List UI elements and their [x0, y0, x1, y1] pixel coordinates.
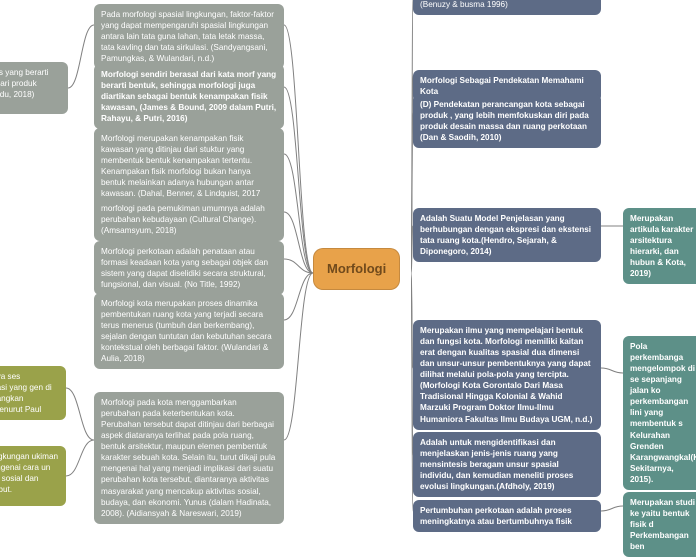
node-col2-5[interactable]: Morfologi perkotaan adalah penataan atau…	[94, 241, 284, 295]
connector	[601, 506, 623, 511]
node-text: Pada morfologi spasial lingkungan, fakto…	[101, 10, 274, 63]
node-col3-4[interactable]: Merupakan ilmu yang mempelajari bentuk d…	[413, 320, 601, 430]
node-text: Pola perkembanga mengelompok di se sepan…	[630, 342, 696, 484]
connector	[66, 388, 94, 440]
node-text: Merupakan studi ke yaitu bentuk fisik d …	[630, 498, 695, 551]
node-col3-6[interactable]: Pertumbuhan perkotaan adalah proses meni…	[413, 500, 601, 532]
node-text: Merupakan ilmu yang mempelajari bentuk d…	[420, 326, 592, 424]
node-text: Morfologi kota merupakan proses dinamika…	[101, 299, 272, 363]
node-col3-2[interactable]: (D) Pendekatan perancangan kota sebagai …	[413, 94, 601, 148]
node-text: Morfologi perkotaan adalah penataan atau…	[101, 247, 268, 289]
node-text: Morfologi pada kota menggambarkan peruba…	[101, 398, 275, 518]
node-col4-1[interactable]: Merupakan artikula karakter arsitektura …	[623, 208, 696, 284]
node-far-left-top[interactable]: ta yaitu morf os yang berarti orfologi k…	[0, 62, 68, 114]
node-far-left-mid[interactable]: es terbentuknya ses terbentuknya asi yan…	[0, 366, 66, 420]
node-col3-3[interactable]: Adalah Suatu Model Penjelasan yang berhu…	[413, 208, 601, 262]
node-text: (D) Pendekatan perancangan kota sebagai …	[420, 100, 589, 142]
node-text: es terbentuknya ses terbentuknya asi yan…	[0, 372, 52, 414]
connector	[284, 273, 313, 320]
node-col4-2[interactable]: Pola perkembanga mengelompok di se sepan…	[623, 336, 696, 490]
node-col3-0[interactable]: (Benuzy & busma 1996)	[413, 0, 601, 15]
node-text: Morfologi sendiri berasal dari kata morf…	[101, 70, 276, 123]
connector	[601, 368, 623, 373]
connector	[66, 440, 94, 476]
node-text: morfologi pada pemukiman umumnya adalah …	[101, 204, 265, 235]
connector	[284, 273, 313, 440]
connector	[284, 212, 313, 273]
node-col4-3[interactable]: Merupakan studi ke yaitu bentuk fisik d …	[623, 492, 696, 557]
center-label: Morfologi	[327, 261, 386, 276]
node-text: ta yaitu morf os yang berarti orfologi k…	[0, 68, 48, 99]
node-text: Merupakan artikula karakter arsitektura …	[630, 214, 693, 278]
connector	[284, 154, 313, 273]
node-text: Adalah untuk mengidentifikasi dan menjel…	[420, 438, 573, 491]
node-text: Pertumbuhan perkotaan adalah proses meni…	[420, 506, 572, 526]
node-text: (Benuzy & busma 1996)	[420, 0, 508, 9]
node-text: Adalah Suatu Model Penjelasan yang berhu…	[420, 214, 591, 256]
connector	[284, 25, 313, 273]
node-col2-2[interactable]: Morfologi sendiri berasal dari kata morf…	[94, 64, 284, 129]
center-node[interactable]: Morfologi	[313, 248, 400, 290]
node-col2-4[interactable]: morfologi pada pemukiman umumnya adalah …	[94, 198, 284, 241]
node-col2-6[interactable]: Morfologi kota merupakan proses dinamika…	[94, 293, 284, 369]
node-far-left-bot[interactable]: mahaman i lingkungan ukiman yang juga me…	[0, 446, 66, 506]
node-col2-7[interactable]: Morfologi pada kota menggambarkan peruba…	[94, 392, 284, 524]
connector	[284, 87, 313, 273]
node-col3-5[interactable]: Adalah untuk mengidentifikasi dan menjel…	[413, 432, 601, 497]
connector	[284, 259, 313, 273]
connector	[68, 25, 94, 88]
node-col2-1[interactable]: Pada morfologi spasial lingkungan, fakto…	[94, 4, 284, 69]
node-text: mahaman i lingkungan ukiman yang juga me…	[0, 452, 58, 494]
